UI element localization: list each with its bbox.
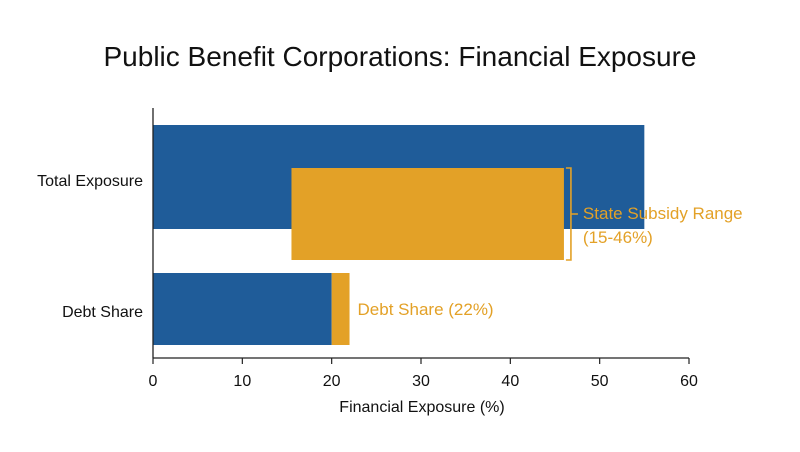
overlay-label: State Subsidy Range bbox=[583, 204, 743, 223]
category-label: Debt Share bbox=[62, 304, 143, 321]
x-tick-label: 60 bbox=[680, 373, 698, 390]
x-tick-label: 10 bbox=[233, 373, 251, 390]
chart-title: Public Benefit Corporations: Financial E… bbox=[104, 41, 697, 72]
x-tick-label: 0 bbox=[149, 373, 158, 390]
overlay-label: Debt Share (22%) bbox=[358, 300, 494, 319]
chart-marks: State Subsidy Range (15-46%) Debt Share (2… bbox=[153, 125, 743, 345]
overlay-label-secondary: (15-46%) bbox=[583, 228, 653, 247]
x-tick-label: 50 bbox=[591, 373, 609, 390]
overlay-bar-debt-share bbox=[331, 273, 350, 345]
x-tick-label: 30 bbox=[412, 373, 430, 390]
bar-debt-share bbox=[153, 273, 332, 345]
overlay-bar-total-exposure bbox=[291, 168, 564, 260]
chart-axes: Total Exposure Debt Share 0 10 20 30 40 50 60 bbox=[37, 108, 698, 390]
x-tick-label: 20 bbox=[323, 373, 341, 390]
overlay-bracket bbox=[565, 167, 578, 261]
x-axis-label: Financial Exposure (%) bbox=[339, 399, 504, 416]
category-label: Total Exposure bbox=[37, 173, 143, 190]
x-tick-label: 40 bbox=[501, 373, 519, 390]
